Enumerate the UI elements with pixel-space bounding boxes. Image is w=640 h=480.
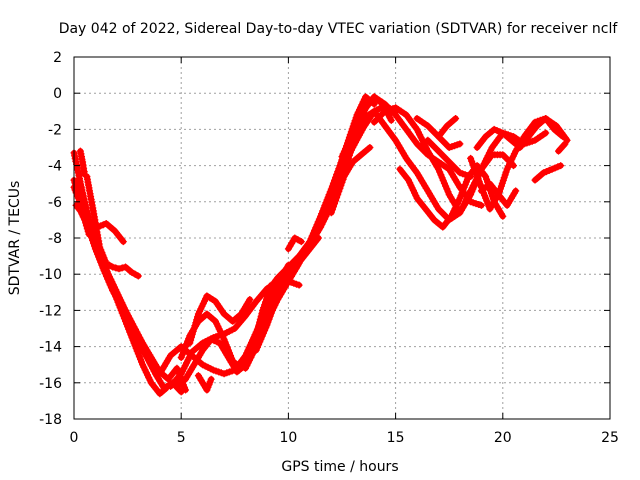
series-sat-30	[555, 140, 569, 155]
y-tick-label: -10	[39, 267, 62, 283]
y-tick-label: 0	[53, 86, 62, 102]
series-markers	[186, 292, 254, 347]
x-tick-label: 25	[601, 430, 619, 446]
chart-title: Day 042 of 2022, Sidereal Day-to-day VTE…	[59, 21, 619, 37]
x-tick-label: 0	[70, 430, 79, 446]
series-sat-25	[435, 115, 460, 141]
y-tick-label: -4	[48, 159, 62, 175]
y-tick-label: -16	[39, 376, 62, 392]
x-tick-label: 15	[387, 430, 405, 446]
series-markers	[413, 115, 464, 151]
series-sat-17	[284, 234, 305, 253]
series-markers	[473, 115, 567, 151]
x-tick-label: 10	[279, 430, 297, 446]
series-sat-15	[252, 93, 395, 354]
series-sat-7	[76, 147, 89, 179]
series-markers	[94, 220, 127, 246]
series-sat-29	[531, 162, 565, 184]
series-sat-16	[263, 102, 400, 296]
series-markers	[424, 136, 475, 180]
y-axis-title: SDTVAR / TECUs	[7, 181, 23, 296]
series-markers	[435, 115, 460, 141]
x-tick-label: 20	[494, 430, 512, 446]
series-sat-24	[424, 136, 475, 180]
series-markers	[194, 372, 215, 394]
x-axis-title: GPS time / hours	[281, 459, 398, 475]
series-markers	[72, 201, 93, 238]
series-sat-27	[473, 115, 567, 151]
series-sat-13	[194, 372, 215, 394]
series-sat-3	[70, 183, 189, 394]
y-tick-label: -12	[39, 303, 62, 319]
series-sat-18	[327, 144, 374, 217]
series-sat-4	[72, 201, 93, 238]
series-line	[555, 140, 568, 155]
y-tick-label: 2	[53, 50, 62, 66]
series-sat-6	[94, 220, 127, 246]
series-markers	[477, 180, 520, 209]
y-tick-label: -6	[48, 195, 62, 211]
series-markers	[555, 140, 569, 155]
series-markers	[284, 234, 305, 253]
series-group	[70, 93, 571, 398]
y-tick-label: -18	[39, 412, 62, 428]
series-sat-28	[477, 180, 520, 209]
series-markers	[531, 162, 565, 184]
axis-ticks	[73, 56, 611, 420]
series-markers	[76, 147, 89, 179]
series-markers	[327, 144, 374, 217]
tick-labels: 0 5 10 15 20 25 -18 -16 -14 -12 -10 -8 -6 -4 -2 0 2	[39, 50, 619, 446]
y-tick-label: -2	[48, 122, 62, 138]
x-tick-label: 5	[177, 430, 186, 446]
y-tick-label: -8	[48, 231, 62, 247]
y-tick-label: -14	[39, 340, 62, 356]
series-markers	[252, 93, 395, 354]
series-sat-12	[186, 292, 254, 347]
